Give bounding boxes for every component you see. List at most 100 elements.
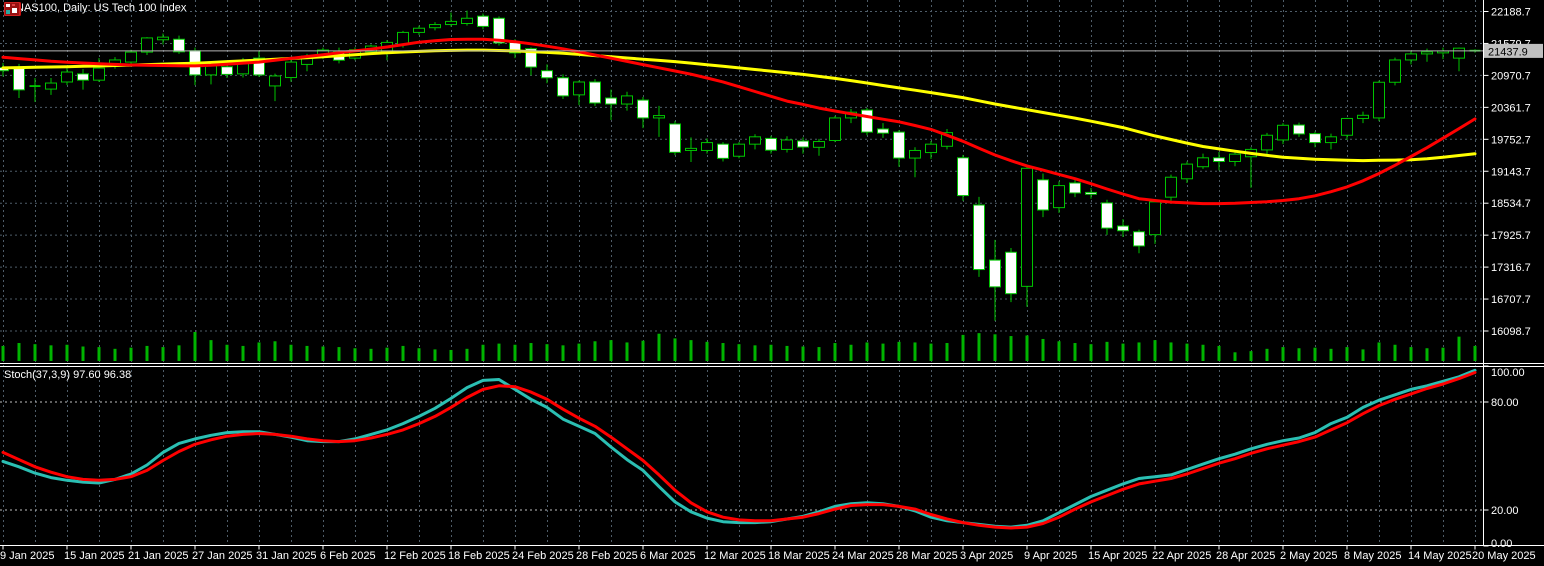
volume-bar — [225, 344, 229, 361]
time-axis-label: 22 Apr 2025 — [1152, 550, 1211, 562]
price-axis-label: 19143.7 — [1491, 166, 1531, 178]
candle-bull-body — [1341, 117, 1353, 136]
volume-bar — [609, 340, 613, 361]
candle-bull-body — [1165, 176, 1177, 198]
candle-bull-body — [813, 141, 825, 148]
volume-bar — [929, 343, 933, 361]
volume-bar — [369, 348, 373, 361]
candle-bear-body — [1069, 182, 1081, 194]
candle-bear-body — [1037, 179, 1049, 211]
volume-bar — [321, 346, 325, 361]
volume-bar — [1041, 338, 1045, 361]
candle-bull-body — [829, 117, 841, 141]
indicator-plot-area[interactable] — [0, 367, 1484, 545]
price-axis-label: 16098.7 — [1491, 326, 1531, 338]
volume-bar — [977, 333, 981, 361]
volume-bar — [1169, 342, 1173, 361]
candle-bear-body — [1309, 133, 1321, 144]
volume-bar — [401, 345, 405, 361]
price-axis-label: 17925.7 — [1491, 230, 1531, 242]
volume-bar — [1201, 344, 1205, 361]
volume-bar — [257, 342, 261, 361]
candle-bear-body — [1213, 157, 1225, 162]
volume-bar — [1185, 343, 1189, 361]
price-axis-label: 19752.7 — [1491, 134, 1531, 146]
candle-bull-body — [1357, 114, 1369, 119]
candle-bull-body — [909, 149, 921, 159]
time-axis-scale[interactable] — [0, 546, 1544, 566]
volume-bar — [705, 341, 709, 361]
current-price-badge: 21437.9 — [1484, 43, 1543, 58]
candle-bull-body — [445, 20, 457, 26]
candle-bear-body — [893, 131, 905, 159]
candle-bull-body — [125, 51, 137, 63]
candle-bull-body — [45, 82, 57, 90]
candle-bull-body — [1389, 59, 1401, 83]
volume-bar — [1281, 347, 1285, 361]
candle-bear-body — [861, 109, 873, 133]
candle-bull-body — [1373, 81, 1385, 119]
candlesticks — [0, 10, 1481, 321]
candle-bear-body — [525, 48, 537, 68]
time-axis-label: 15 Jan 2025 — [64, 550, 125, 562]
candle-bull-body — [781, 139, 793, 150]
time-axis-label: 14 May 2025 — [1408, 550, 1472, 562]
volume-bar — [241, 345, 245, 361]
price-axis-scale[interactable] — [1484, 0, 1544, 545]
candle-bear-body — [1133, 231, 1145, 247]
price-axis-label: 20970.7 — [1491, 70, 1531, 82]
candle-bull-body — [1181, 163, 1193, 180]
candle-doji-body — [29, 85, 41, 87]
volume-bar — [689, 340, 693, 361]
volume-bar — [177, 345, 181, 361]
volume-bar — [897, 341, 901, 361]
volume-bar — [721, 343, 725, 361]
candle-bear-body — [221, 66, 233, 75]
volume-bar — [305, 345, 309, 361]
volume-bar — [1249, 351, 1253, 361]
candle-bear-body — [477, 15, 489, 27]
volume-bar — [465, 348, 469, 361]
volume-bar — [657, 333, 661, 361]
volume-bar — [833, 343, 837, 361]
volume-bar — [1121, 343, 1125, 361]
volume-bar — [17, 343, 21, 361]
volume-bar — [97, 347, 101, 361]
candle-bull-body — [749, 136, 761, 145]
volume-bar — [337, 347, 341, 361]
volume-bar — [1265, 348, 1269, 361]
candle-bear-body — [765, 137, 777, 151]
volume-bar — [1009, 336, 1013, 361]
ma-fast-red-line — [1, 37, 1477, 206]
time-axis-label: 18 Mar 2025 — [768, 550, 830, 562]
candle-bear-body — [669, 123, 681, 153]
volume-bar — [1473, 345, 1477, 361]
volume-bar — [881, 343, 885, 361]
candle-bull-body — [1325, 136, 1337, 144]
time-axis-label: 6 Mar 2025 — [640, 550, 696, 562]
volume-bar — [161, 347, 165, 361]
stoch-signal-line — [1, 371, 1477, 530]
main-chart-plot-area[interactable] — [0, 0, 1484, 363]
candle-bull-body — [1261, 134, 1273, 151]
time-axis-label: 8 May 2025 — [1344, 550, 1401, 562]
volume-bar — [513, 344, 517, 361]
candle-bear-body — [1085, 191, 1097, 195]
volume-bar — [625, 342, 629, 361]
volume-bar — [1393, 344, 1397, 361]
volume-bar — [49, 345, 53, 361]
candle-bull-body — [941, 132, 953, 147]
candle-bear-body — [989, 259, 1001, 288]
volume-bar — [497, 343, 501, 361]
volume-bar — [817, 347, 821, 361]
candle-bull-body — [157, 36, 169, 41]
volume-bar — [1425, 348, 1429, 361]
volume-bar — [993, 334, 997, 361]
volume-bar — [1057, 341, 1061, 361]
volume-bar — [1345, 347, 1349, 361]
candle-bull-body — [653, 115, 665, 119]
volume-bar — [561, 345, 565, 361]
current-price-label: 21437.9 — [1488, 46, 1528, 58]
time-axis-label: 12 Feb 2025 — [384, 550, 446, 562]
